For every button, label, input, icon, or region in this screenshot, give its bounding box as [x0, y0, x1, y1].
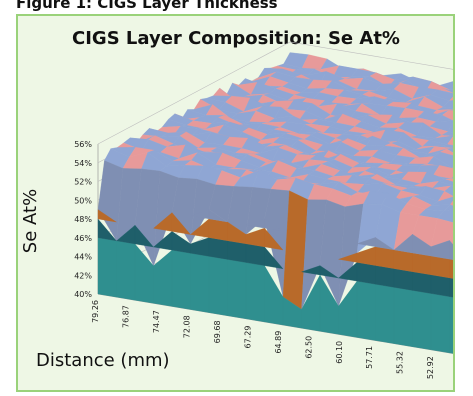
surface-front-face [208, 256, 228, 316]
surface-front-face [208, 209, 228, 223]
chart-title: CIGS Layer Composition: Se At% [72, 28, 400, 49]
x-tick-label: 57.71 [365, 346, 374, 369]
surface-facet [444, 185, 453, 197]
surface-front-face [97, 209, 117, 223]
x-axis-ticks: 79.26 76.87 74.47 72.08 69.68 67.29 64.89 62.50… [91, 300, 435, 379]
surface-front-face [393, 249, 413, 272]
surface-facet [447, 136, 453, 146]
surface-front-face [319, 265, 339, 279]
surface-front-face [264, 246, 284, 269]
surface-facet [449, 200, 453, 206]
surface-facet [445, 178, 453, 183]
z-tick-label: 48% [74, 215, 92, 224]
z-tick-label: 50% [74, 196, 92, 205]
surface-front-face [412, 271, 432, 294]
z-tick-label: 44% [74, 253, 92, 262]
surface-front-face [190, 237, 210, 257]
surface-front-face [116, 240, 136, 301]
x-tick-label: 67.29 [243, 326, 252, 349]
surface-facet [449, 85, 453, 91]
surface-facet [448, 109, 453, 111]
z-axis-title: Se At% [20, 189, 41, 253]
z-axis-ticks: 40% 42% 44% 46% 48% 50% 52% 54% 56% [74, 140, 92, 299]
surface-front-face [375, 284, 395, 344]
surface-facet [442, 110, 453, 121]
surface-facet [447, 122, 453, 133]
surface-front-face [430, 274, 450, 297]
surface-chart: CIGS Layer Composition: Se At% 40% 42% 44%… [20, 28, 453, 379]
surface-front-face [430, 255, 450, 279]
z-tick-label: 52% [74, 178, 92, 187]
surface-front-face [264, 227, 284, 251]
surface-front-face [208, 237, 228, 260]
surface-front-face [375, 265, 395, 288]
x-tick-label: 74.47 [152, 310, 161, 333]
surface-front-face [375, 246, 395, 269]
surface-facet [449, 230, 453, 245]
surface-front-face [356, 280, 376, 341]
surface-facet [451, 176, 453, 180]
surface-front-face [375, 237, 395, 250]
figure-caption: Figure 1: CIGS Layer Thickness [16, 0, 278, 12]
surface-front-face [245, 243, 265, 266]
surface-front-face [97, 237, 117, 298]
x-tick-label: 79.26 [91, 300, 100, 323]
chart-frame: CIGS Layer Composition: Se At% 40% 42% 44%… [16, 14, 455, 392]
surface-front-face [190, 253, 210, 313]
z-tick-label: 56% [74, 140, 92, 149]
x-axis-title: Distance (mm) [36, 350, 170, 371]
surface-front-face [449, 239, 453, 260]
surface-front-face [208, 218, 228, 241]
surface-front-face [227, 240, 247, 263]
x-tick-label: 69.68 [213, 320, 222, 343]
z-tick-label: 46% [74, 234, 92, 243]
surface-front-face [97, 218, 117, 242]
surface-front-face [134, 224, 154, 248]
z-tick-label: 54% [74, 159, 92, 168]
surface-mesh [97, 52, 453, 354]
surface-front-face [412, 290, 432, 350]
surface-front-face [449, 277, 453, 298]
x-tick-label: 55.32 [396, 351, 405, 374]
surface-front-face [153, 249, 173, 307]
z-gridline [97, 41, 453, 145]
surface-facet [441, 131, 453, 137]
surface-front-face [449, 258, 453, 279]
surface-front-face [171, 212, 191, 235]
x-tick-label: 62.50 [304, 336, 313, 359]
surface-facet [440, 144, 453, 149]
surface-front-face [412, 252, 432, 275]
surface-front-face [264, 218, 284, 232]
surface-facet [442, 100, 453, 109]
surface-front-face [430, 293, 450, 354]
x-tick-label: 72.08 [182, 315, 191, 338]
surface-front-face [393, 287, 413, 347]
z-tick-label: 40% [74, 290, 92, 299]
surface-front-face [227, 259, 247, 319]
x-tick-label: 60.10 [335, 341, 344, 364]
surface-front-face [449, 296, 453, 354]
surface-facet [449, 96, 453, 101]
surface-facet [443, 204, 453, 212]
surface-front-face [245, 262, 265, 323]
surface-front-face [356, 262, 376, 285]
x-tick-label: 64.89 [274, 331, 283, 354]
x-tick-label: 76.87 [121, 305, 130, 328]
z-tick-label: 42% [74, 271, 92, 280]
x-tick-label: 52.92 [426, 356, 435, 379]
surface-front-face [393, 268, 413, 291]
surface-front-face [171, 249, 191, 310]
